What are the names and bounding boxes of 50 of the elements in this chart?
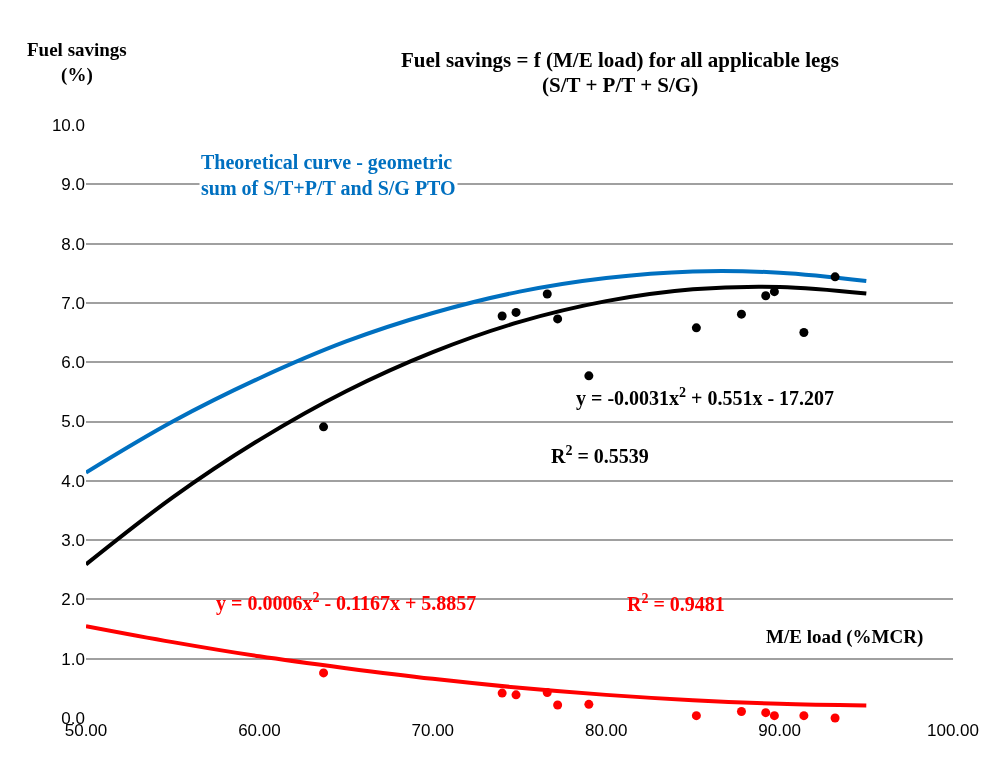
point (736, 309, 746, 319)
point (511, 307, 521, 317)
point (319, 422, 329, 432)
point (799, 711, 809, 721)
point (511, 690, 521, 700)
point (584, 699, 594, 709)
point (799, 328, 809, 338)
x-tick-label: 70.00 (411, 721, 455, 740)
point (542, 688, 552, 697)
point (830, 713, 840, 723)
y-tick-label: 2.0 (61, 590, 85, 610)
annotation: R$^{2}$ = 0.9481 (627, 591, 725, 616)
x-axis-title: M/E load (%MCR) (766, 626, 924, 648)
y-axis-title: Fuel savings (%) (27, 39, 127, 86)
point (691, 323, 701, 333)
point (761, 291, 771, 301)
annotation: Theoretical curve - geometric sum of S/T+P/T and S/G PTO (201, 151, 456, 199)
point (553, 700, 563, 710)
point (769, 711, 779, 721)
point (736, 706, 746, 716)
y-tick-label: 5.0 (61, 412, 85, 432)
point (691, 711, 701, 721)
point (497, 311, 507, 321)
y-tick-label: 9.0 (61, 175, 85, 195)
point (319, 668, 329, 678)
y-tick-label: 8.0 (61, 234, 85, 254)
x-tick-label: 60.00 (238, 721, 281, 740)
y-tick-label: 10.0 (51, 115, 85, 135)
y-tick-label: 7.0 (61, 293, 85, 313)
line-series (86, 269, 869, 475)
x-tick-label: 90.00 (758, 721, 801, 740)
line-series (86, 284, 869, 567)
point (769, 287, 779, 297)
annotation: R$^{2}$ = 0.5539 (551, 443, 649, 468)
chart-title: Fuel savings = f (M/E load) for all applicable legs (401, 48, 840, 72)
x-tick-label: 80.00 (584, 721, 628, 740)
y-tick-label: 1.0 (61, 649, 85, 669)
point (497, 688, 507, 698)
point (553, 314, 563, 324)
x-tick-label: 100.00 (927, 721, 979, 740)
chart-subtitle: (S/T + P/T + S/G) (542, 73, 699, 97)
point (542, 289, 552, 299)
point (761, 708, 771, 718)
annotation: y = 0.0006x$^{2}$ - 0.1167x + 5.8857 (216, 590, 477, 616)
y-tick-label: 4.0 (61, 471, 85, 491)
point (830, 272, 840, 282)
y-tick-label: 6.0 (61, 353, 85, 373)
annotation: y = -0.0031x$^{2}$ + 0.551x - 17.207 (576, 385, 835, 411)
y-tick-label: 3.0 (61, 531, 85, 551)
point (584, 371, 594, 381)
